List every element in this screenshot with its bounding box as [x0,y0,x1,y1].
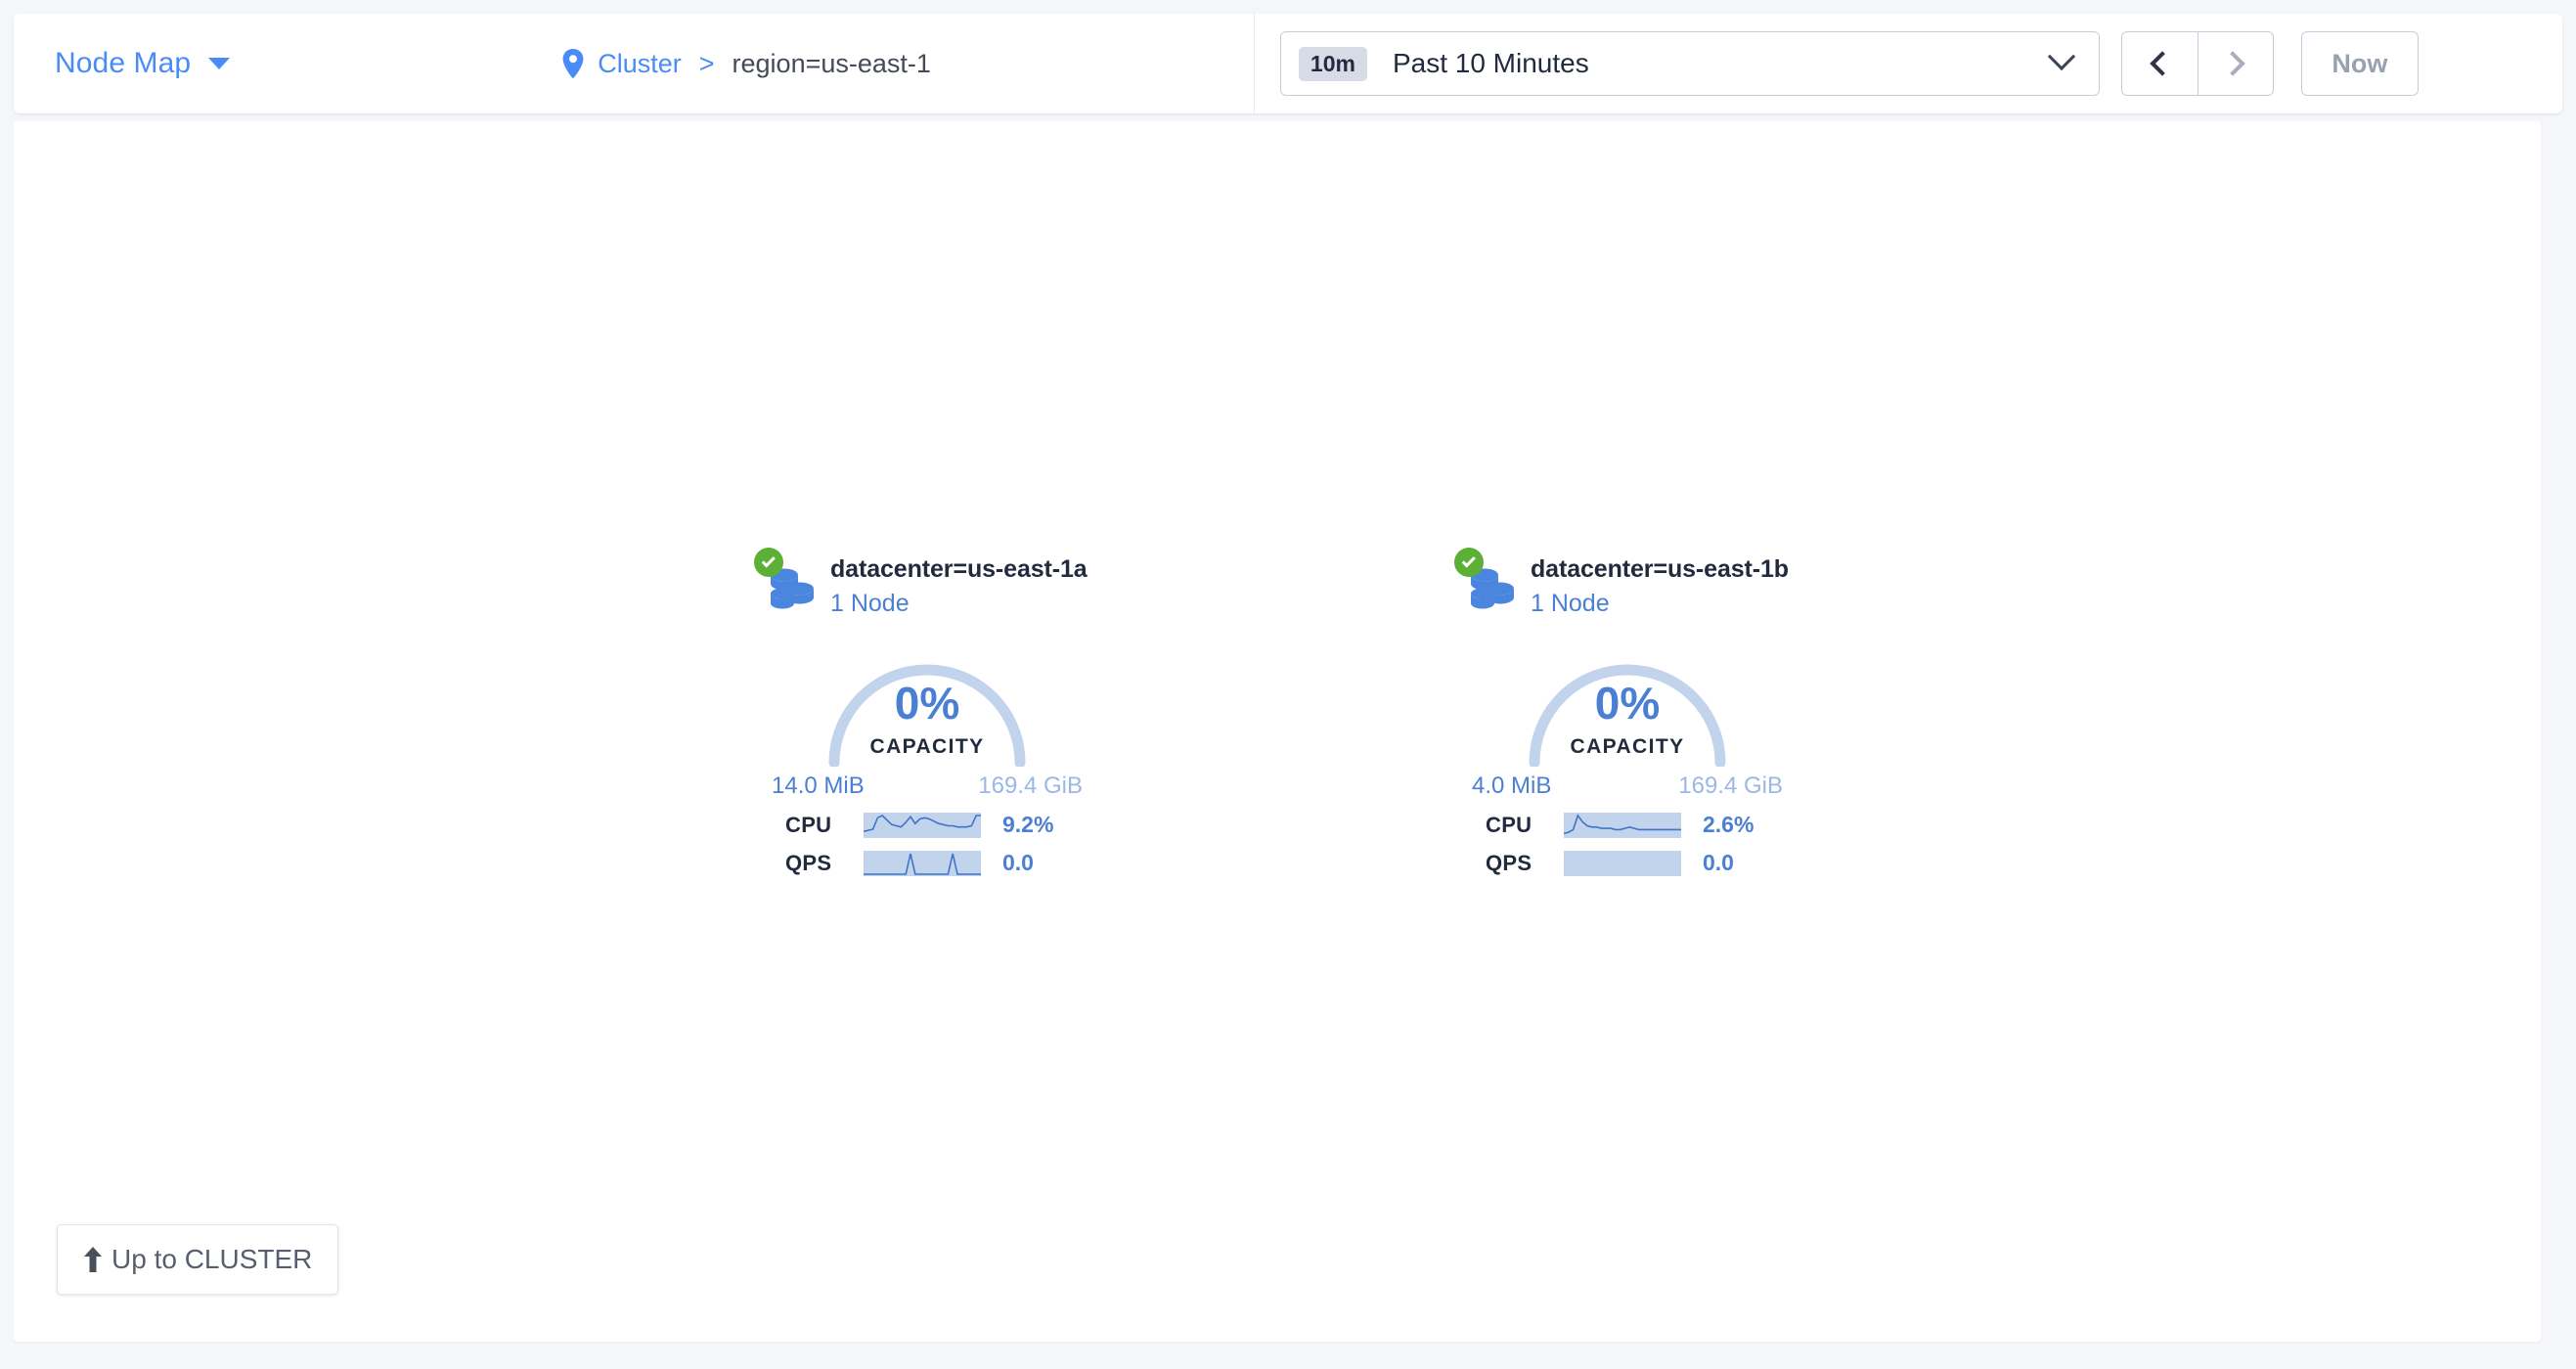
check-mark [1461,552,1476,567]
node-grid: datacenter=us-east-1a 1 Node 0% CAPACITY 14.… [14,548,2541,876]
time-range-badge: 10m [1298,46,1367,81]
gauge-text: 0% CAPACITY [815,681,1040,759]
metric-row: QPS 0.0 [1466,850,1789,876]
metric-name: QPS [785,850,832,875]
node-subtitle[interactable]: 1 Node [830,590,910,617]
view-selector-label: Node Map [55,47,192,79]
capacity-used: 4.0 MiB [1472,773,1552,799]
location-pin-icon [562,49,584,78]
metric-value: 0.0 [1002,850,1034,875]
check-circle-icon [754,548,783,577]
capacity-values: 4.0 MiB 169.4 GiB [1466,773,1789,800]
up-to-cluster-button[interactable]: Up to CLUSTER [57,1224,339,1295]
check-mark [761,552,776,567]
metric-sparkline [864,850,981,876]
node-card-titles: datacenter=us-east-1b 1 Node [1531,552,1789,618]
chevron-down-icon [208,58,231,69]
database-stack-icon [771,568,814,609]
time-controls: 10m Past 10 Minutes Now [1255,31,2444,96]
capacity-used: 14.0 MiB [772,773,865,799]
node-icon-wrap [754,548,819,616]
metric-name: QPS [1486,850,1532,875]
gauge-arc [1529,664,1726,767]
arrow-up-icon [84,1247,102,1272]
breadcrumb-separator: > [698,48,715,78]
view-selector[interactable]: Node Map [14,14,231,113]
check-circle-icon [1454,548,1484,577]
time-range-label: Past 10 Minutes [1392,48,1589,78]
node-map-canvas: datacenter=us-east-1a 1 Node 0% CAPACITY 14.… [14,121,2541,1342]
node-card-titles: datacenter=us-east-1a 1 Node [830,552,1088,618]
chevron-left-icon [2150,51,2176,76]
node-title: datacenter=us-east-1b [1531,555,1789,583]
capacity-percent: 0% [894,678,960,729]
prev-period-button[interactable] [2120,31,2198,96]
now-button-label: Now [2332,48,2388,78]
breadcrumb-link-cluster[interactable]: Cluster [598,48,682,78]
header-divider [1253,14,1255,113]
metric-row: CPU 9.2% [766,812,1088,838]
chevron-right-icon [2220,51,2245,76]
gauge-text: 0% CAPACITY [1515,681,1740,759]
capacity-caption: CAPACITY [869,735,985,758]
metric-value: 9.2% [1002,812,1054,837]
breadcrumb: Cluster > region=us-east-1 [562,14,931,113]
metric-sparkline [1564,812,1681,838]
gauge-arc [828,664,1026,767]
breadcrumb-current: region=us-east-1 [732,48,931,78]
node-card[interactable]: datacenter=us-east-1a 1 Node 0% CAPACITY 14.… [754,548,1088,876]
chevron-down-icon [2047,42,2076,71]
metric-row: QPS 0.0 [766,850,1088,876]
capacity-total: 169.4 GiB [1678,773,1783,799]
node-title: datacenter=us-east-1a [830,555,1088,583]
node-subtitle[interactable]: 1 Node [1531,590,1610,617]
node-card-header: datacenter=us-east-1b 1 Node [1454,548,1789,618]
capacity-caption: CAPACITY [1570,735,1685,758]
metric-value: 0.0 [1703,850,1734,875]
metric-name: CPU [785,812,832,837]
capacity-gauge: 0% CAPACITY [815,640,1040,767]
time-pager [2120,31,2274,96]
metric-sparkline [864,812,981,838]
capacity-values: 14.0 MiB 169.4 GiB [766,773,1088,800]
up-to-cluster-label: Up to CLUSTER [111,1244,313,1274]
node-card-header: datacenter=us-east-1a 1 Node [754,548,1088,618]
next-period-button[interactable] [2197,31,2274,96]
metric-row: CPU 2.6% [1466,812,1789,838]
time-range-select[interactable]: 10m Past 10 Minutes [1279,31,2100,96]
capacity-total: 169.4 GiB [978,773,1083,799]
metric-value: 2.6% [1703,812,1754,837]
now-button[interactable]: Now [2300,31,2419,96]
node-icon-wrap [1454,548,1519,616]
capacity-gauge: 0% CAPACITY [1515,640,1740,767]
metric-name: CPU [1486,812,1532,837]
header-bar: Node Map Cluster > region=us-east-1 10m … [14,14,2562,113]
node-card[interactable]: datacenter=us-east-1b 1 Node 0% CAPACITY 4.0… [1454,548,1789,876]
metric-sparkline [1564,850,1681,876]
capacity-percent: 0% [1594,678,1661,729]
